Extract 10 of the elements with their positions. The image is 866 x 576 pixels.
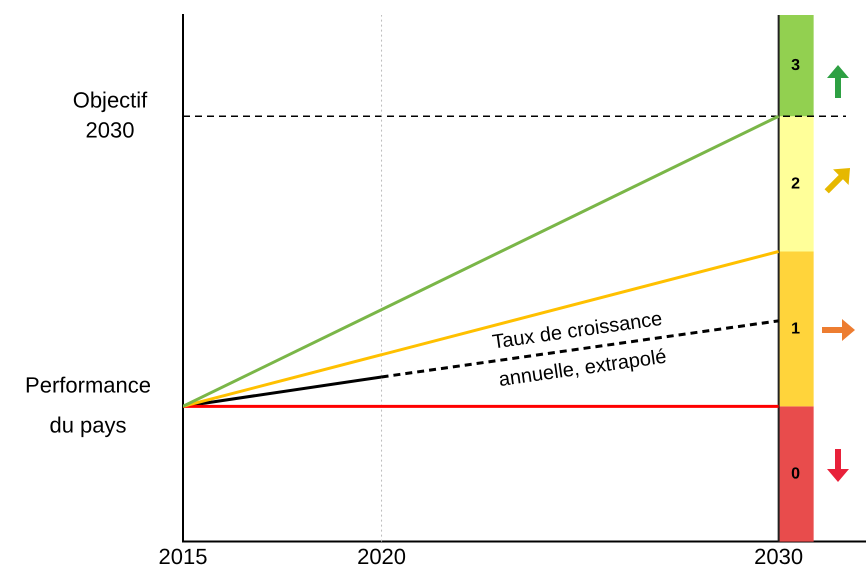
- annotation: Performance du pays: [25, 372, 151, 438]
- annotation: Taux de croissance annuelle, extrapolé: [490, 308, 668, 392]
- x-tick-label: 2015: [158, 544, 208, 569]
- band-label: 1: [791, 320, 800, 338]
- x-tick-label: 2030: [754, 544, 804, 569]
- band-label: 3: [791, 57, 800, 74]
- ref-line-label: Objectif 2030: [72, 87, 148, 142]
- band-label: 2: [791, 175, 800, 192]
- band-label: 0: [791, 465, 800, 482]
- x-tick-label: 2020: [357, 544, 406, 569]
